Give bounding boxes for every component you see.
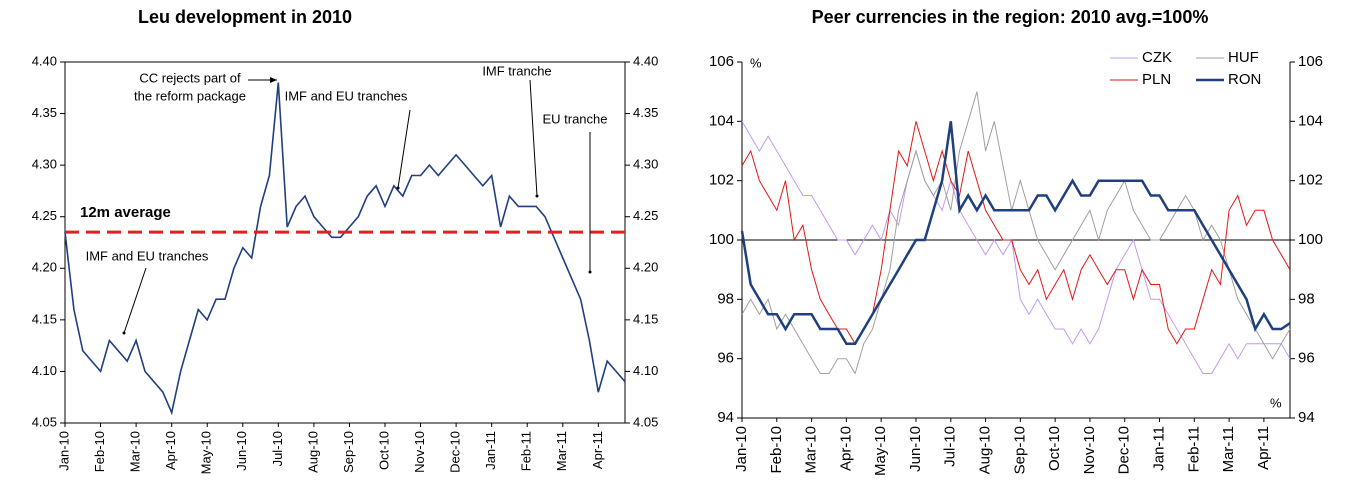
x-tick-label: Feb-10 bbox=[92, 431, 107, 472]
series-line bbox=[741, 121, 1291, 374]
y2-tick-label: 102 bbox=[1298, 172, 1323, 189]
legend-label: CZK bbox=[1142, 49, 1172, 66]
y2-tick-label: 4.05 bbox=[633, 414, 658, 429]
annotation: IMF tranche bbox=[482, 63, 551, 78]
arrow-tip bbox=[396, 186, 400, 190]
legend-label: RON bbox=[1228, 71, 1261, 88]
y-tick-label: 106 bbox=[709, 53, 734, 70]
annotation: EU tranche bbox=[542, 111, 607, 126]
x-tick-label: Oct-10 bbox=[376, 431, 391, 470]
x-tick-label: Feb-10 bbox=[768, 426, 785, 474]
y2-tick-label: 4.40 bbox=[633, 53, 658, 68]
y2-tick-label: 4.15 bbox=[633, 311, 658, 326]
x-tick-label: Jun-10 bbox=[234, 431, 249, 471]
arrow-head bbox=[270, 77, 277, 83]
y-tick-label: 94 bbox=[717, 409, 734, 426]
x-tick-label: Jan-10 bbox=[56, 431, 71, 471]
series-line bbox=[741, 91, 1291, 375]
y-tick-label: 104 bbox=[709, 112, 734, 129]
y-tick-label: 4.35 bbox=[32, 105, 57, 120]
annotation: CC rejects part of bbox=[139, 70, 241, 85]
x-tick-label: Sep-10 bbox=[341, 431, 356, 473]
y2-tick-label: 4.30 bbox=[633, 157, 658, 172]
y-tick-label: 98 bbox=[717, 290, 734, 307]
y-unit: % bbox=[750, 55, 762, 70]
y2-tick-label: 104 bbox=[1298, 112, 1323, 129]
x-tick-label: Apr-10 bbox=[163, 431, 178, 470]
series-line bbox=[740, 121, 1291, 346]
x-tick-label: Mar-10 bbox=[803, 426, 820, 474]
y2-tick-label: 96 bbox=[1298, 350, 1315, 367]
x-tick-label: Nov-10 bbox=[1081, 426, 1098, 474]
annotation-arrow bbox=[529, 79, 538, 197]
x-tick-label: Jan-11 bbox=[1150, 426, 1167, 471]
chart-title: Peer currencies in the region: 2010 avg.… bbox=[812, 7, 1209, 27]
x-tick-label: Aug-10 bbox=[305, 431, 320, 473]
legend-label: HUF bbox=[1228, 49, 1259, 66]
y-tick-label: 102 bbox=[709, 172, 734, 189]
x-tick-label: Jul-10 bbox=[942, 426, 959, 467]
x-tick-label: Jun-10 bbox=[907, 426, 924, 472]
x-tick-label: Jan-10 bbox=[733, 426, 750, 472]
x-tick-label: May-10 bbox=[199, 431, 214, 474]
arrow-tip bbox=[535, 194, 539, 198]
y2-tick-label: 4.35 bbox=[633, 105, 658, 120]
y-tick-label: 4.20 bbox=[32, 260, 57, 275]
y2-tick-label: 94 bbox=[1298, 409, 1315, 426]
x-tick-label: Apr-10 bbox=[837, 426, 854, 471]
y-tick-label: 4.25 bbox=[32, 208, 57, 223]
x-tick-label: Feb-11 bbox=[519, 431, 534, 471]
annotation: IMF and EU tranches bbox=[285, 88, 408, 103]
x-tick-label: Oct-10 bbox=[1046, 426, 1063, 471]
reference-label: 12m average bbox=[80, 204, 171, 221]
series-line bbox=[741, 121, 1291, 345]
chart-title: Leu development in 2010 bbox=[138, 7, 352, 27]
annotation-arrow bbox=[397, 109, 411, 189]
annotation: IMF and EU tranches bbox=[86, 248, 209, 263]
y-tick-label: 4.15 bbox=[32, 311, 57, 326]
annotation: the reform package bbox=[134, 88, 246, 103]
y2-tick-label: 106 bbox=[1298, 53, 1323, 70]
legend-label: PLN bbox=[1142, 71, 1171, 88]
x-tick-label: Aug-10 bbox=[977, 426, 994, 474]
x-tick-label: Dec-10 bbox=[1116, 426, 1133, 474]
x-tick-label: Jan-11 bbox=[483, 431, 498, 470]
arrow-tip bbox=[588, 270, 592, 274]
y-tick-label: 4.40 bbox=[32, 53, 57, 68]
y-tick-label: 4.05 bbox=[32, 414, 57, 429]
x-tick-label: Mar-11 bbox=[554, 431, 569, 471]
y-tick-label: 4.10 bbox=[32, 363, 57, 378]
y2-tick-label: 4.25 bbox=[633, 208, 658, 223]
x-tick-label: Nov-10 bbox=[412, 431, 427, 473]
y2-tick-label: 98 bbox=[1298, 290, 1315, 307]
x-tick-label: May-10 bbox=[872, 426, 889, 476]
plot-frame bbox=[64, 61, 626, 424]
y2-tick-label: 4.10 bbox=[633, 363, 658, 378]
x-tick-label: Mar-11 bbox=[1220, 426, 1237, 472]
y2-unit: % bbox=[1270, 395, 1282, 410]
y-tick-label: 96 bbox=[717, 350, 734, 367]
arrow-tip bbox=[122, 331, 126, 335]
y-tick-label: 100 bbox=[709, 231, 734, 248]
x-tick-label: Dec-10 bbox=[448, 431, 463, 473]
y-tick-label: 4.30 bbox=[32, 157, 57, 172]
x-tick-label: Feb-11 bbox=[1185, 426, 1202, 472]
y2-tick-label: 4.20 bbox=[633, 260, 658, 275]
annotation-arrow bbox=[123, 267, 147, 334]
y2-tick-label: 100 bbox=[1298, 231, 1323, 248]
x-tick-label: Sep-10 bbox=[1011, 426, 1028, 474]
x-tick-label: Jul-10 bbox=[270, 431, 285, 466]
x-tick-label: Mar-10 bbox=[128, 431, 143, 472]
x-tick-label: Apr-11 bbox=[1255, 426, 1272, 470]
x-tick-label: Apr-11 bbox=[590, 431, 605, 469]
